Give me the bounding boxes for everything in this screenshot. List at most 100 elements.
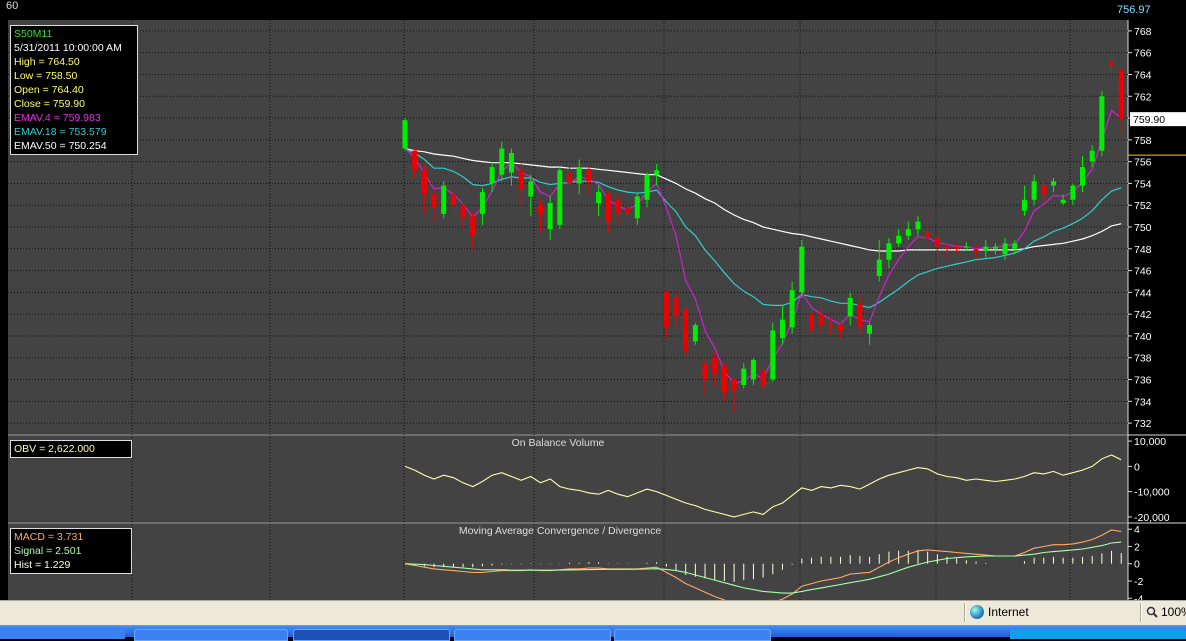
price-tick-label: 750 bbox=[1134, 222, 1152, 234]
macd-tick-label: 2 bbox=[1134, 541, 1140, 553]
candle-body bbox=[1031, 181, 1037, 200]
macd-tick-label: -2 bbox=[1134, 576, 1143, 588]
candle-body bbox=[460, 205, 466, 219]
candle-body bbox=[1089, 150, 1095, 162]
candle-body bbox=[479, 192, 485, 214]
price-tick-label: 768 bbox=[1134, 26, 1152, 38]
status-separator bbox=[964, 603, 966, 622]
low-label: Low = 758.50 bbox=[14, 70, 78, 82]
macd-panel-title: Moving Average Convergence / Divergence bbox=[459, 525, 662, 537]
candle-body bbox=[654, 170, 660, 175]
candle-body bbox=[838, 325, 844, 331]
zoom-control[interactable]: 100% bbox=[1146, 605, 1186, 619]
candle-body bbox=[441, 185, 447, 214]
status-bar: Internet 100% bbox=[0, 600, 1186, 625]
signal-value-label: Signal = 2.501 bbox=[14, 545, 82, 557]
taskbar-button[interactable] bbox=[134, 629, 288, 641]
candle-body bbox=[712, 357, 718, 375]
candle-body bbox=[470, 216, 476, 236]
ema-line-emav18 bbox=[404, 148, 1122, 309]
price-tick-label: 756 bbox=[1134, 157, 1152, 169]
macd-value-label: MACD = 3.731 bbox=[14, 531, 84, 543]
candle-body bbox=[431, 194, 437, 208]
candle-body bbox=[586, 170, 592, 182]
plot-area bbox=[8, 436, 1128, 522]
status-separator bbox=[1140, 603, 1142, 622]
candle-body bbox=[886, 243, 892, 260]
candle-body bbox=[615, 199, 621, 214]
obv-tick-label: 0 bbox=[1134, 461, 1140, 473]
price-tick-label: 762 bbox=[1134, 91, 1152, 103]
current-price-marker-label: 759.90 bbox=[1133, 114, 1165, 126]
candle-body bbox=[847, 297, 853, 317]
candle-body bbox=[1012, 243, 1018, 249]
candle-body bbox=[944, 246, 950, 249]
candle-body bbox=[1021, 199, 1027, 211]
taskbar-button[interactable] bbox=[454, 629, 611, 641]
globe-icon bbox=[970, 605, 984, 619]
candle-body bbox=[1002, 243, 1008, 255]
macd-info-box: MACD = 3.731 Signal = 2.501 Hist = 1.229 bbox=[10, 528, 132, 574]
candle-body bbox=[489, 167, 495, 184]
candle-body bbox=[799, 246, 805, 293]
close-label: Close = 759.90 bbox=[14, 98, 85, 110]
candle-body bbox=[809, 314, 815, 331]
obv-tick-label: 10,000 bbox=[1134, 436, 1166, 448]
emav4-label: EMAV.4 = 759.983 bbox=[14, 112, 101, 124]
signal-line bbox=[404, 541, 1122, 594]
symbol-label: S50M11 bbox=[14, 28, 53, 40]
price-tick-label: 740 bbox=[1134, 331, 1152, 343]
candle-body bbox=[896, 235, 902, 244]
candle-body bbox=[557, 170, 563, 225]
quick-launch[interactable] bbox=[0, 629, 125, 639]
taskbar-button-active[interactable] bbox=[293, 629, 450, 641]
candle-body bbox=[663, 292, 669, 328]
candle-body bbox=[673, 297, 679, 317]
candle-body bbox=[538, 205, 544, 214]
taskbar bbox=[0, 625, 1186, 641]
taskbar-button[interactable] bbox=[614, 629, 771, 641]
obv-info-box: OBV = 2,622.000 bbox=[10, 440, 132, 458]
candle-body bbox=[412, 150, 418, 171]
price-tick-label: 758 bbox=[1134, 135, 1152, 147]
candle-body bbox=[1118, 70, 1124, 120]
system-tray[interactable] bbox=[1010, 629, 1186, 639]
candle-body bbox=[702, 363, 708, 380]
candle-body bbox=[518, 170, 524, 189]
candle-body bbox=[867, 325, 873, 334]
candle-body bbox=[789, 290, 795, 328]
last-price-label: 756.97 bbox=[1117, 4, 1151, 16]
price-tick-label: 748 bbox=[1134, 244, 1152, 256]
candle-body bbox=[528, 181, 534, 197]
candle-body bbox=[876, 259, 882, 277]
datetime-label: 5/31/2011 10:00:00 AM bbox=[14, 42, 122, 54]
candle-body bbox=[992, 246, 998, 249]
candle-body bbox=[547, 203, 553, 230]
zoom-label: 100% bbox=[1161, 605, 1186, 619]
candle-body bbox=[925, 232, 931, 238]
security-zone[interactable]: Internet bbox=[970, 605, 1029, 619]
candle-body bbox=[692, 325, 698, 342]
candle-body bbox=[905, 229, 911, 236]
candle-body bbox=[934, 237, 940, 247]
price-tick-label: 736 bbox=[1134, 375, 1152, 387]
candle-body bbox=[779, 319, 785, 339]
candle-body bbox=[1041, 185, 1047, 195]
candle-body bbox=[576, 167, 582, 184]
candle-body bbox=[973, 248, 979, 251]
candle-body bbox=[760, 370, 766, 385]
obv-tick-label: -20,000 bbox=[1134, 512, 1170, 524]
obv-tick-label: -10,000 bbox=[1134, 487, 1170, 499]
price-tick-label: 752 bbox=[1134, 200, 1152, 212]
candle-body bbox=[1109, 61, 1115, 66]
candle-body bbox=[915, 221, 921, 230]
macd-tick-label: -4 bbox=[1134, 593, 1143, 600]
candle-body bbox=[721, 366, 727, 393]
price-tick-label: 754 bbox=[1134, 178, 1152, 190]
candle-body bbox=[857, 303, 863, 328]
chart-svg[interactable]: 7687667647627607587567547527507487467447… bbox=[0, 0, 1186, 600]
candle-body bbox=[625, 207, 631, 214]
plot-area bbox=[8, 524, 1128, 600]
candle-body bbox=[634, 196, 640, 219]
candle-body bbox=[567, 172, 573, 184]
